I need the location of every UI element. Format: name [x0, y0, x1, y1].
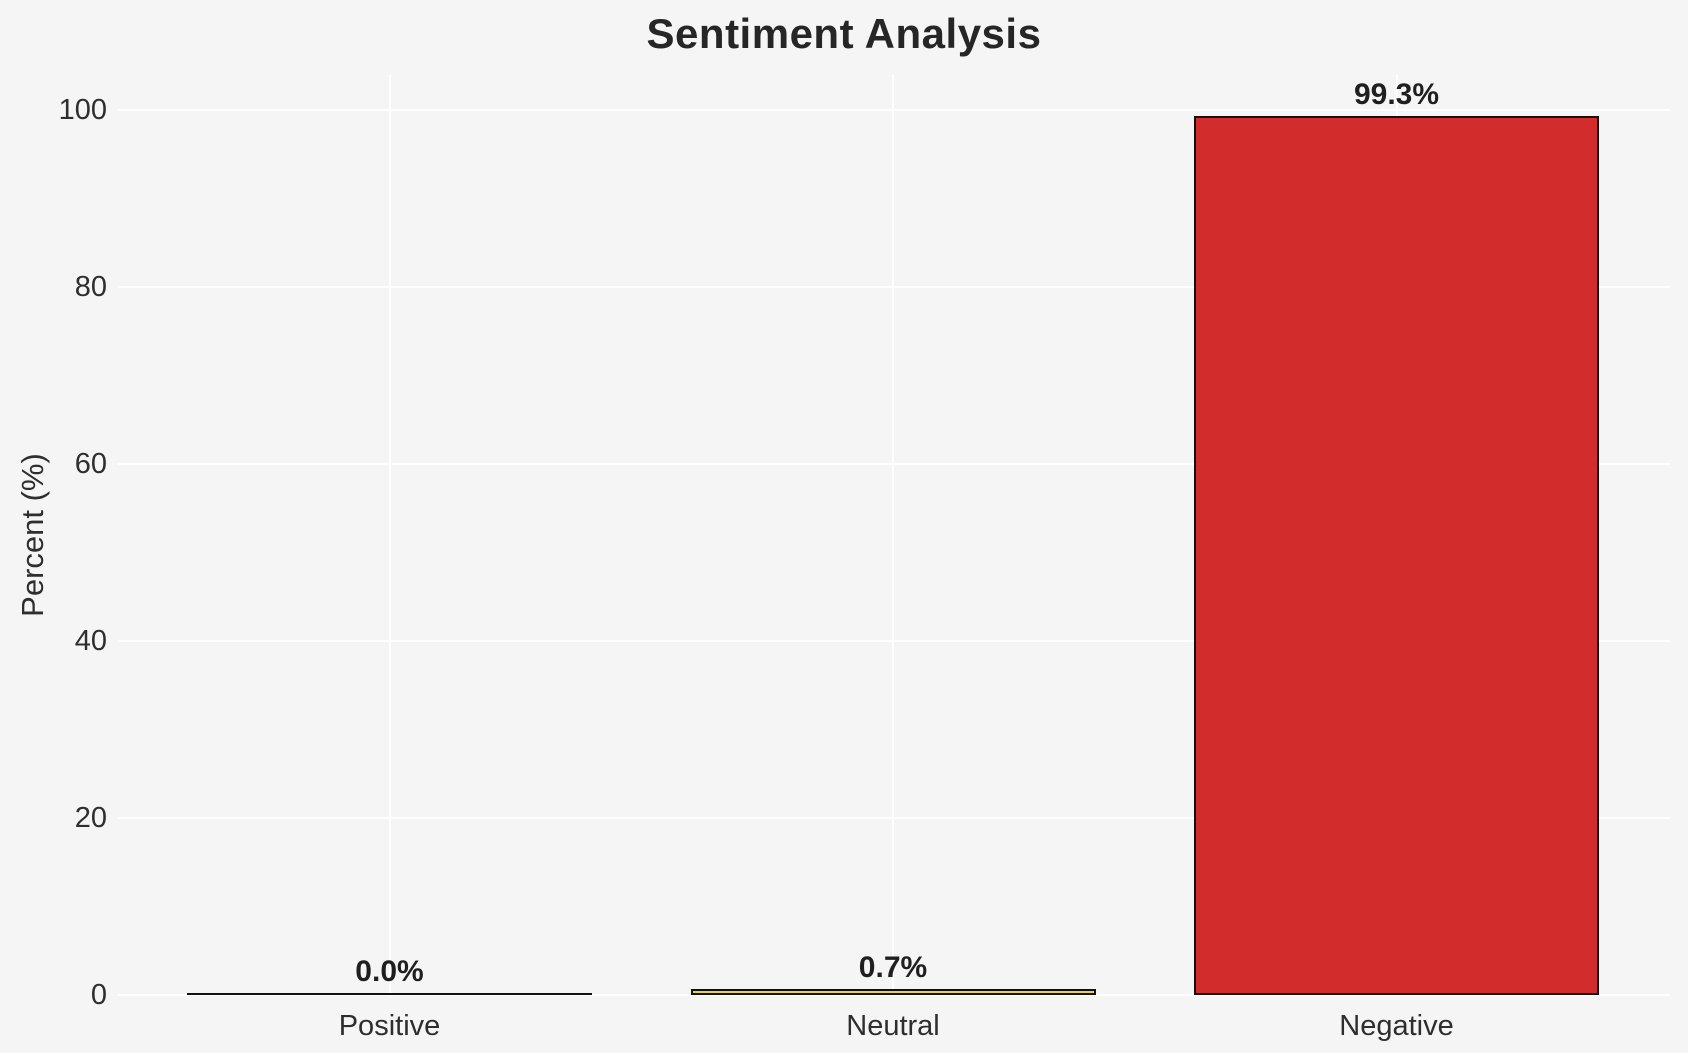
x-tick-label-neutral: Neutral [846, 1010, 940, 1042]
gridline-y-80 [118, 286, 1670, 288]
y-tick-label-100: 100 [58, 94, 107, 126]
value-label-neutral: 0.7% [858, 950, 928, 984]
y-tick-label-40: 40 [74, 625, 107, 657]
gridline-y-60 [118, 463, 1670, 465]
gridline-y-20 [118, 817, 1670, 819]
bar-positive [187, 993, 592, 995]
value-label-positive: 0.0% [355, 955, 424, 988]
x-tick-label-negative: Negative [1339, 1010, 1454, 1042]
gridline-y-40 [118, 640, 1670, 642]
chart-title: Sentiment Analysis [646, 10, 1042, 57]
y-tick-label-20: 20 [74, 802, 107, 834]
bar-neutral [690, 988, 1096, 995]
gridline-x-positive [388, 75, 391, 995]
gridline-y-0 [118, 994, 1670, 996]
gridline-x-neutral [892, 75, 894, 995]
bar-negative [1194, 116, 1599, 995]
y-tick-label-60: 60 [74, 448, 107, 480]
gridline-y-100 [118, 109, 1670, 111]
value-label-negative: 99.3% [1353, 78, 1440, 112]
y-axis-label: Percent (%) [15, 453, 50, 617]
x-tick-label-positive: Positive [338, 1010, 441, 1042]
y-tick-label-80: 80 [74, 271, 107, 303]
y-tick-label-0: 0 [90, 979, 107, 1011]
